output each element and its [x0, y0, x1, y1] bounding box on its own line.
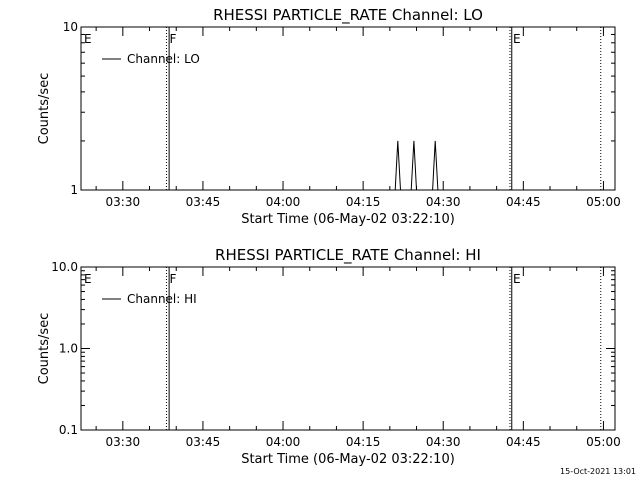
x-tick-label: 04:45 [506, 435, 541, 449]
legend-label: Channel: LO [127, 52, 200, 66]
event-marker-label: E [84, 272, 92, 286]
legend-label: Channel: HI [127, 292, 197, 306]
chart-title: RHESSI PARTICLE_RATE Channel: HI [215, 246, 481, 265]
y-tick-label: 1.0 [59, 342, 78, 356]
y-axis-label: Counts/sec [37, 73, 52, 145]
event-marker-label: E [513, 272, 521, 286]
y-tick-label: 10 [63, 20, 78, 34]
event-marker-label: F [169, 32, 176, 46]
x-tick-label: 05:00 [586, 195, 621, 209]
x-tick-label: 04:00 [266, 435, 301, 449]
chart-title: RHESSI PARTICLE_RATE Channel: LO [213, 6, 483, 25]
y-tick-label: 10.0 [51, 260, 78, 274]
x-tick-label: 04:30 [426, 435, 461, 449]
x-axis-label: Start Time (06-May-02 03:22:10) [241, 452, 455, 467]
y-tick-label: 0.1 [59, 423, 78, 437]
plot-timestamp: 15-Oct-2021 13:01 [560, 467, 636, 476]
x-tick-label: 03:30 [106, 435, 141, 449]
series-line [392, 140, 441, 191]
x-tick-label: 03:45 [186, 195, 221, 209]
x-axis-label: Start Time (06-May-02 03:22:10) [241, 212, 455, 227]
x-tick-label: 04:15 [346, 435, 381, 449]
x-tick-label: 03:45 [186, 435, 221, 449]
plot-frame [80, 26, 616, 191]
x-tick-label: 05:00 [586, 435, 621, 449]
x-tick-label: 04:15 [346, 195, 381, 209]
y-axis-label: Counts/sec [37, 313, 52, 385]
x-tick-label: 04:30 [426, 195, 461, 209]
x-tick-label: 03:30 [106, 195, 141, 209]
event-marker-label: E [84, 32, 92, 46]
x-tick-label: 04:00 [266, 195, 301, 209]
event-marker-label: F [169, 272, 176, 286]
x-tick-label: 04:45 [506, 195, 541, 209]
event-marker-label: E [513, 32, 521, 46]
y-tick-label: 1 [70, 183, 78, 197]
